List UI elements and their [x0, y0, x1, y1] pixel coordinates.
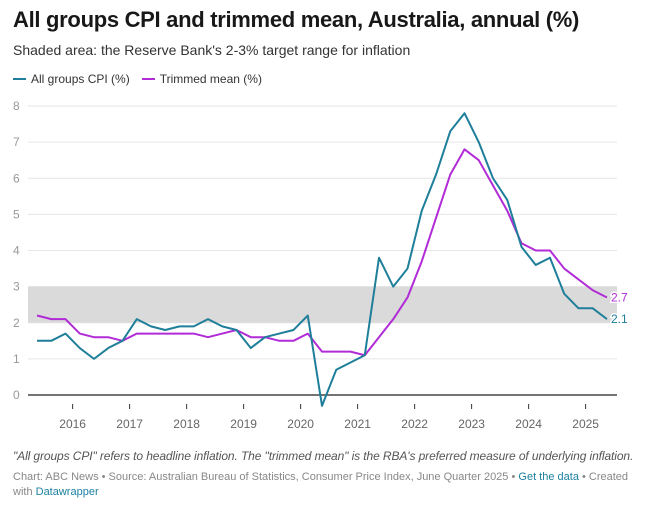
- chart-subtitle: Shaded area: the Reserve Bank's 2-3% tar…: [13, 42, 411, 58]
- x-tick-label: 2022: [401, 417, 428, 431]
- y-tick-label: 2: [13, 316, 20, 330]
- series-line-all-groups-cpi: [37, 112, 608, 407]
- x-tick-label: 2025: [572, 417, 599, 431]
- x-tick-label: 2023: [458, 417, 485, 431]
- chart-title: All groups CPI and trimmed mean, Austral…: [13, 7, 580, 32]
- y-tick-label: 4: [13, 244, 20, 258]
- chart-credits: Chart: ABC News • Source: Australian Bur…: [13, 470, 633, 500]
- x-tick-label: 2016: [59, 417, 86, 431]
- legend-label-cpi: All groups CPI (%): [31, 72, 130, 86]
- end-label: 2.1: [611, 312, 628, 326]
- x-tick-label: 2024: [515, 417, 542, 431]
- x-axis: 2016 2017 2018 2019 2020 2021 2022 2023 2024 2025: [59, 404, 599, 431]
- y-tick-label: 7: [13, 135, 20, 149]
- legend-swatch-cpi: [13, 78, 26, 80]
- datawrapper-link[interactable]: Datawrapper: [35, 486, 99, 498]
- x-tick-label: 2021: [344, 417, 371, 431]
- x-tick-label: 2017: [116, 417, 143, 431]
- y-tick-label: 0: [13, 388, 20, 402]
- legend: All groups CPI (%) Trimmed mean (%): [13, 72, 262, 86]
- end-labels: 2.7 2.1: [610, 289, 630, 328]
- target-range-band: [28, 286, 617, 323]
- legend-item-cpi: All groups CPI (%): [13, 72, 130, 86]
- y-tick-label: 5: [13, 207, 20, 221]
- credit-source: Chart: ABC News • Source: Australian Bur…: [13, 471, 519, 483]
- legend-label-trimmed-mean: Trimmed mean (%): [159, 72, 262, 86]
- legend-item-trimmed-mean: Trimmed mean (%): [141, 72, 262, 86]
- x-tick-label: 2018: [173, 417, 200, 431]
- x-tick-label: 2019: [230, 417, 257, 431]
- y-axis: 0 1 2 3 4 5 6 7 8: [13, 99, 20, 402]
- series-lines: [36, 112, 608, 407]
- y-tick-label: 6: [13, 171, 20, 185]
- x-tick-label: 2020: [287, 417, 314, 431]
- series-line-trimmed-mean: [36, 148, 608, 357]
- y-tick-label: 8: [13, 99, 20, 113]
- get-the-data-link[interactable]: Get the data: [518, 471, 579, 483]
- y-tick-label: 3: [13, 280, 20, 294]
- end-label: 2.7: [611, 290, 628, 304]
- credit-created-with: • Created with: [13, 471, 629, 498]
- y-tick-label: 1: [13, 352, 20, 366]
- chart-note: "All groups CPI" refers to headline infl…: [13, 449, 634, 463]
- legend-swatch-trimmed-mean: [141, 78, 155, 80]
